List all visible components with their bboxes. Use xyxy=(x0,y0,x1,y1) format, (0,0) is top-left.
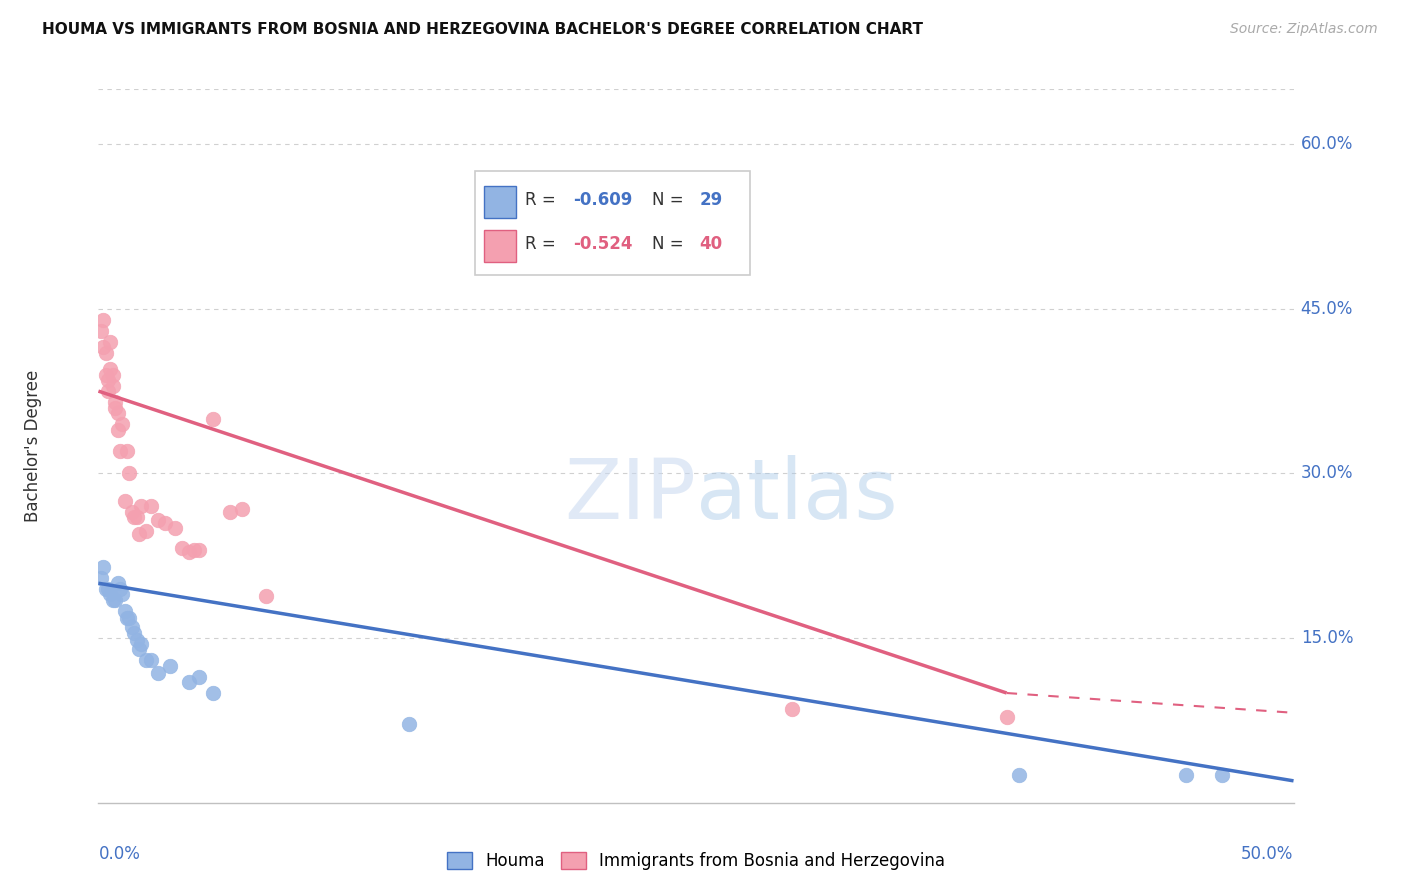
Point xyxy=(101,592,124,607)
Point xyxy=(148,666,170,681)
Point xyxy=(121,620,143,634)
Point xyxy=(107,576,129,591)
Point xyxy=(148,512,170,526)
Point xyxy=(94,345,117,359)
Text: 29: 29 xyxy=(700,191,723,209)
Point xyxy=(118,467,141,481)
Text: R =: R = xyxy=(524,191,561,209)
Point xyxy=(128,526,150,541)
Point xyxy=(97,373,120,387)
Text: -0.609: -0.609 xyxy=(572,191,633,209)
Point xyxy=(107,423,129,437)
Text: HOUMA VS IMMIGRANTS FROM BOSNIA AND HERZEGOVINA BACHELOR'S DEGREE CORRELATION CH: HOUMA VS IMMIGRANTS FROM BOSNIA AND HERZ… xyxy=(42,22,924,37)
FancyBboxPatch shape xyxy=(475,171,749,275)
Text: N =: N = xyxy=(652,235,689,253)
Point xyxy=(398,716,420,731)
Point xyxy=(163,521,186,535)
Point xyxy=(114,494,136,508)
Text: 0.0%: 0.0% xyxy=(98,845,141,863)
FancyBboxPatch shape xyxy=(485,230,516,262)
Point xyxy=(995,710,1018,724)
Point xyxy=(1175,768,1198,782)
Point xyxy=(104,401,127,415)
Point xyxy=(187,543,209,558)
Text: 15.0%: 15.0% xyxy=(1301,629,1353,647)
Point xyxy=(179,545,201,559)
Point xyxy=(97,384,120,398)
Point xyxy=(97,582,120,596)
Point xyxy=(159,658,181,673)
Point xyxy=(135,653,157,667)
Text: ZIP: ZIP xyxy=(564,456,696,536)
Point xyxy=(124,510,146,524)
Point xyxy=(202,686,225,700)
Text: Bachelor's Degree: Bachelor's Degree xyxy=(24,370,42,522)
Text: 50.0%: 50.0% xyxy=(1241,845,1294,863)
Point xyxy=(91,312,114,326)
Point xyxy=(1211,768,1233,782)
Point xyxy=(231,501,253,516)
Point xyxy=(780,702,803,716)
Point xyxy=(104,395,127,409)
Point xyxy=(94,582,117,596)
Point xyxy=(91,559,114,574)
Point xyxy=(121,505,143,519)
FancyBboxPatch shape xyxy=(485,186,516,218)
Point xyxy=(104,592,127,607)
Point xyxy=(98,587,122,601)
Point xyxy=(202,411,225,425)
Point xyxy=(111,417,134,431)
Point xyxy=(107,406,129,420)
Point xyxy=(108,444,131,458)
Point xyxy=(91,340,114,354)
Point xyxy=(98,334,122,349)
Point xyxy=(111,587,134,601)
Text: R =: R = xyxy=(524,235,561,253)
Point xyxy=(124,625,146,640)
Point xyxy=(1007,768,1029,782)
Text: 60.0%: 60.0% xyxy=(1301,135,1353,153)
Point xyxy=(219,505,242,519)
Point xyxy=(139,500,162,514)
Point xyxy=(254,590,277,604)
Text: 40: 40 xyxy=(700,235,723,253)
Point xyxy=(155,516,177,530)
Text: 30.0%: 30.0% xyxy=(1301,465,1353,483)
Point xyxy=(135,524,157,538)
Point xyxy=(131,637,153,651)
Point xyxy=(131,500,153,514)
Text: -0.524: -0.524 xyxy=(572,235,633,253)
Point xyxy=(172,541,194,555)
Point xyxy=(115,444,138,458)
Point xyxy=(125,510,148,524)
Text: atlas: atlas xyxy=(696,456,897,536)
Point xyxy=(101,368,124,382)
Point xyxy=(114,604,136,618)
Point xyxy=(139,653,162,667)
Point xyxy=(125,633,148,648)
Point xyxy=(187,669,209,683)
Point xyxy=(108,582,131,596)
Text: Source: ZipAtlas.com: Source: ZipAtlas.com xyxy=(1230,22,1378,37)
Point xyxy=(101,378,124,392)
Point xyxy=(183,543,205,558)
Point xyxy=(179,675,201,690)
Point xyxy=(115,611,138,625)
Text: 45.0%: 45.0% xyxy=(1301,300,1353,318)
Point xyxy=(90,324,112,338)
Point xyxy=(90,571,112,585)
Point xyxy=(94,368,117,382)
Point xyxy=(98,362,122,376)
Point xyxy=(128,642,150,657)
Legend: Houma, Immigrants from Bosnia and Herzegovina: Houma, Immigrants from Bosnia and Herzeg… xyxy=(440,845,952,877)
Point xyxy=(118,611,141,625)
Text: N =: N = xyxy=(652,191,689,209)
